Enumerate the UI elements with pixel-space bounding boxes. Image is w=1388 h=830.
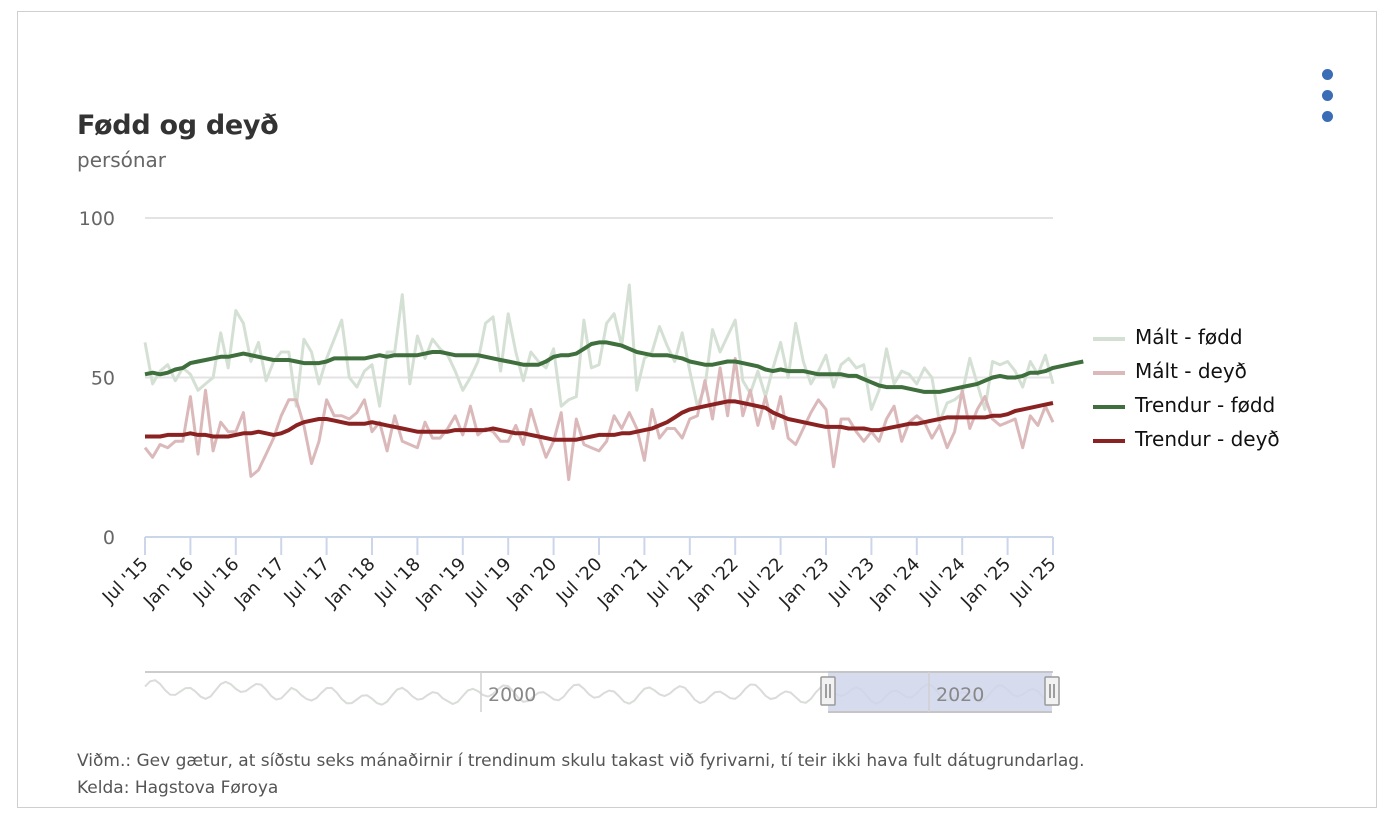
legend-swatch (1093, 405, 1125, 409)
context-menu-button[interactable] (1316, 66, 1340, 128)
footer-note: Viðm.: Gev gætur, at síðstu seks mánaðir… (77, 751, 1085, 771)
legend-label: Trendur - deyð (1135, 427, 1280, 451)
series-line-0[interactable] (143, 283, 1055, 424)
series-line-3[interactable] (145, 399, 1054, 442)
x-tick-label: Jan '22 (684, 554, 743, 613)
x-tick-label: Jan '21 (593, 554, 652, 613)
x-tick-label: Jan '25 (956, 554, 1015, 613)
legend-swatch (1093, 337, 1125, 341)
legend-swatch (1093, 371, 1125, 375)
series-line-2[interactable] (144, 340, 1084, 394)
y-tick-label: 50 (91, 368, 115, 390)
drag-handle-icon (1044, 676, 1060, 706)
legend-label: Mált - fødd (1135, 325, 1243, 349)
y-tick-label: 100 (79, 208, 115, 230)
chart-container (17, 11, 1377, 808)
x-tick-label: Jan '24 (865, 554, 924, 613)
x-tick-label: Jan '16 (139, 554, 198, 613)
context-menu-dots-icon (1322, 69, 1333, 80)
navigator-handle-right[interactable] (1044, 676, 1060, 706)
x-tick-label: Jan '20 (502, 554, 561, 613)
drag-handle-icon (820, 676, 836, 706)
navigator: 2000 2020 (144, 671, 1060, 713)
plot-lines (143, 283, 1084, 482)
grid-lines (145, 217, 1053, 379)
navigator-year-label: 2000 (488, 684, 536, 706)
chart-title: Fødd og deyð (77, 110, 279, 141)
navigator-selected-range[interactable] (828, 672, 1052, 712)
y-axis: 0 50 100 (79, 208, 115, 549)
chart-subtitle: persónar (77, 148, 167, 172)
context-menu-dots-icon (1322, 111, 1333, 122)
y-tick-label: 0 (103, 527, 115, 549)
x-tick-label: Jan '17 (230, 554, 289, 613)
navigator-year-label: 2020 (936, 684, 984, 706)
footer-source: Kelda: Hagstova Føroya (77, 778, 279, 798)
footer-notes: Viðm.: Gev gætur, at síðstu seks mánaðir… (77, 748, 1084, 802)
x-tick-label: Jan '18 (321, 554, 380, 613)
context-menu-dots-icon (1322, 90, 1333, 101)
x-tick-label: Jul '25 (1006, 554, 1061, 609)
legend-label: Trendur - fødd (1135, 393, 1276, 417)
x-tick-label: Jan '19 (411, 554, 470, 613)
legend-label: Mált - deyð (1135, 359, 1247, 383)
series-line-1[interactable] (143, 356, 1055, 482)
legend-swatch (1093, 439, 1125, 443)
navigator-handle-left[interactable] (820, 676, 836, 706)
x-tick-label: Jan '23 (775, 554, 834, 613)
